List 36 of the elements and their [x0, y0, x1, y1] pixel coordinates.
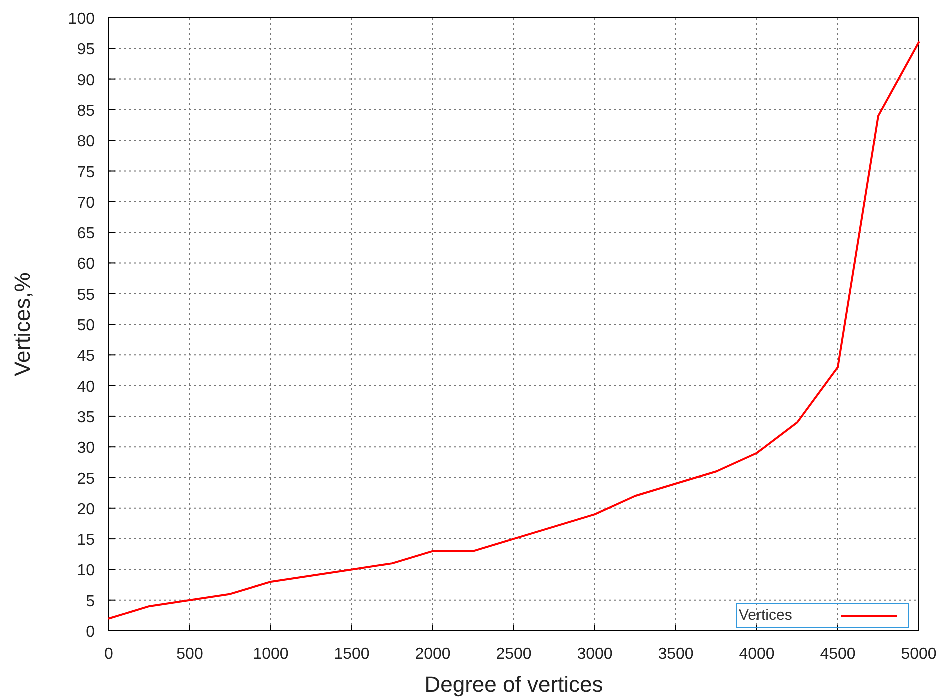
y-tick-label: 20: [77, 501, 96, 518]
y-tick-label: 40: [77, 378, 96, 396]
x-tick-label: 4500: [820, 646, 856, 663]
x-tick-label: 5000: [901, 646, 937, 663]
y-tick-label: 70: [77, 194, 96, 212]
y-axis-title: Vertices,%: [10, 272, 35, 376]
y-tick-label: 65: [77, 226, 96, 243]
legend: Vertices: [736, 604, 910, 628]
x-tick-label: 1000: [253, 646, 289, 663]
x-tick-label: 1500: [334, 646, 370, 663]
x-tick-label: 0: [104, 646, 114, 663]
x-tick-label: 500: [176, 646, 204, 663]
x-tick-label: 3500: [658, 646, 694, 663]
y-tick-label: 55: [77, 286, 96, 304]
y-tick-label: 45: [77, 348, 96, 366]
x-axis-title: Degree of vertices: [424, 672, 604, 697]
y-tick-label: 5: [86, 593, 96, 610]
y-tick-label: 10: [77, 562, 96, 580]
y-tick-label: 80: [77, 134, 96, 151]
y-tick-label: 95: [77, 42, 96, 59]
y-tick-label: 35: [77, 409, 96, 426]
x-tick-label: 2500: [496, 646, 532, 663]
y-tick-label: 25: [77, 470, 96, 488]
y-tick-label: 0: [86, 624, 96, 641]
y-tick-label: 85: [77, 102, 96, 120]
y-tick-label: 90: [77, 72, 96, 90]
y-tick-label: 60: [77, 256, 96, 274]
x-tick-label: 3000: [577, 646, 613, 663]
y-tick-label: 15: [77, 532, 96, 550]
y-tick-label: 75: [77, 164, 96, 182]
line-series: [108, 42, 920, 620]
y-tick-label: 50: [77, 318, 96, 334]
x-tick-label: 2000: [415, 646, 451, 663]
y-tick-label: 100: [68, 11, 96, 28]
x-tick-label: 4000: [739, 646, 775, 663]
y-tick-label: 30: [77, 440, 96, 458]
